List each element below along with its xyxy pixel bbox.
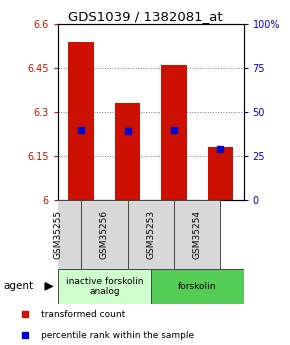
Bar	[35, 200, 81, 269]
Text: agent: agent	[3, 282, 33, 291]
Bar	[208, 147, 233, 200]
Text: GSM35255: GSM35255	[53, 210, 63, 259]
Bar	[174, 200, 220, 269]
Text: GDS1039 / 1382081_at: GDS1039 / 1382081_at	[68, 10, 222, 23]
Bar	[81, 200, 128, 269]
Text: GSM35254: GSM35254	[193, 210, 202, 259]
Bar	[161, 65, 187, 200]
Bar	[58, 269, 151, 304]
Text: percentile rank within the sample: percentile rank within the sample	[41, 331, 194, 339]
Text: GSM35256: GSM35256	[100, 210, 109, 259]
Text: forskolin: forskolin	[178, 282, 216, 291]
Text: inactive forskolin
analog: inactive forskolin analog	[66, 277, 143, 296]
Text: GSM35253: GSM35253	[146, 210, 155, 259]
Bar	[151, 269, 244, 304]
Bar	[68, 42, 94, 200]
Bar	[115, 103, 140, 200]
Text: transformed count: transformed count	[41, 309, 125, 318]
Bar	[128, 200, 174, 269]
